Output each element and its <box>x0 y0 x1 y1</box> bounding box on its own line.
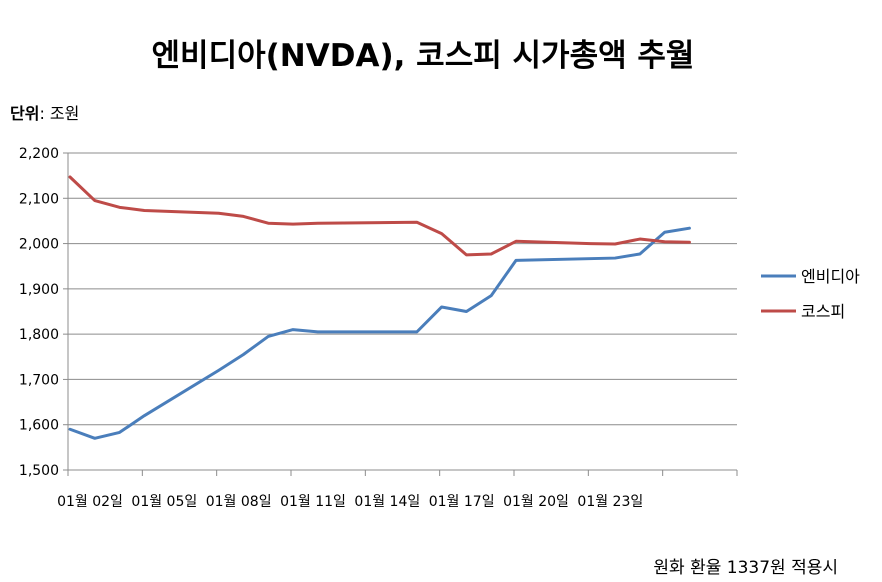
x-tick-label: 01월 20일 <box>503 494 569 510</box>
y-tick-label: 1,700 <box>19 372 59 388</box>
y-tick-label: 1,900 <box>19 282 59 298</box>
exchange-rate-footnote: 원화 환율 1337원 적용시 <box>653 558 838 578</box>
legend-label-2: 코스피 <box>801 302 845 321</box>
unit-note: 단위: 조원 <box>10 100 79 124</box>
x-tick-label: 01월 14일 <box>354 494 420 510</box>
unit-value: : 조원 <box>39 104 80 123</box>
x-tick-label: 01월 17일 <box>429 494 495 510</box>
x-tick-label: 01월 11일 <box>280 494 346 510</box>
x-tick-label: 01월 02일 <box>57 494 123 510</box>
unit-label: 단위 <box>10 104 40 123</box>
series-line-1 <box>68 226 691 440</box>
y-tick-label: 2,000 <box>19 237 59 253</box>
y-tick-label: 2,100 <box>19 191 59 207</box>
y-tick-label: 2,200 <box>19 146 59 162</box>
x-tick-label: 01월 23일 <box>577 494 643 510</box>
x-tick-label: 01월 05일 <box>131 494 197 510</box>
chart-title: 엔비디아(NVDA), 코스피 시가총액 추월 <box>151 38 695 74</box>
y-tick-label: 1,800 <box>19 327 59 343</box>
y-tick-label: 1,600 <box>19 418 59 434</box>
legend-label-1: 엔비디아 <box>801 267 860 286</box>
series-line-2 <box>68 175 691 257</box>
y-tick-label: 1,500 <box>19 463 59 479</box>
x-tick-label: 01월 08일 <box>206 494 272 510</box>
